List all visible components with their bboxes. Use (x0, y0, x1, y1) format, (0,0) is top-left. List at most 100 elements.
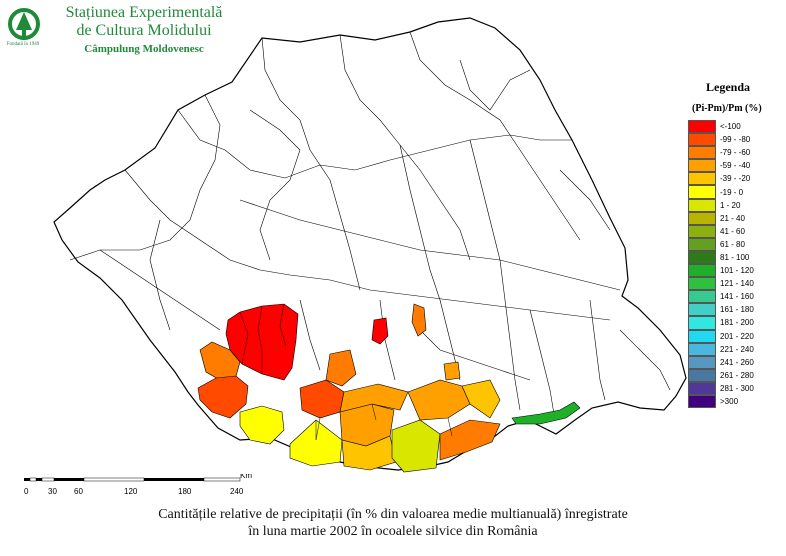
district-borders (69, 31, 671, 421)
scale-tick-240: 240 (230, 487, 244, 496)
legend-row: 1 - 20 (688, 198, 784, 212)
legend-label: 281 - 300 (720, 383, 754, 393)
legend-label: 161 - 180 (720, 305, 754, 315)
legend: Legenda (Pi-Pm)/Pm (%) <-100 -99 - -80 -79… (688, 80, 784, 409)
legend-swatch (688, 159, 716, 173)
legend-label: 201 - 220 (720, 331, 754, 341)
legend-row: 161 - 180 (688, 303, 784, 317)
legend-row: 101 - 120 (688, 264, 784, 278)
legend-label: 241 - 260 (720, 357, 754, 367)
legend-label: -19 - 0 (720, 187, 744, 197)
scale-tick-60: 60 (74, 487, 83, 496)
header-line-1: Stațiunea Experimentală (65, 4, 223, 21)
legend-swatch (688, 133, 716, 147)
scale-tick-0: 0 (24, 487, 29, 496)
district-east-c (461, 379, 501, 419)
legend-label: -39 - -20 (720, 174, 751, 184)
legend-swatch (688, 224, 716, 238)
legend-swatch (688, 250, 716, 265)
legend-subtitle: (Pi-Pm)/Pm (%) (692, 103, 762, 114)
legend-title: Legenda (706, 80, 751, 94)
legend-label: 221 - 240 (720, 344, 754, 354)
scale-tick-30: 30 (48, 487, 57, 496)
legend-swatch (688, 394, 716, 409)
caption-line-2: în luna martie 2002 în ocoalele silvice … (248, 524, 538, 539)
legend-row: 81 - 100 (688, 250, 784, 265)
legend-swatch (688, 146, 716, 160)
precipitation-districts (197, 303, 581, 473)
legend-row: 181 - 200 (688, 316, 784, 330)
legend-label: 141 - 160 (720, 292, 754, 302)
legend-row: 221 - 240 (688, 342, 784, 356)
legend-swatch (688, 185, 716, 199)
legend-label: 81 - 100 (720, 252, 750, 262)
legend-label: >300 (720, 397, 739, 407)
logo-tree-icon (8, 8, 40, 40)
legend-row: -59 - -40 (688, 159, 784, 173)
legend-row: -19 - 0 (688, 185, 784, 199)
legend-label: 21 - 40 (720, 213, 745, 223)
legend-row: 141 - 160 (688, 290, 784, 304)
district-west-a (199, 341, 241, 381)
scale-segments (24, 477, 241, 482)
legend-row: -79 - -60 (688, 146, 784, 160)
district-orange-small (411, 303, 427, 337)
legend-swatch (688, 264, 716, 278)
legend-row: -99 - -80 (688, 133, 784, 147)
legend-row: 41 - 60 (688, 224, 784, 238)
legend-swatch (688, 355, 716, 369)
legend-row: 21 - 40 (688, 211, 784, 225)
caption-line-1: Cantitățile relative de precipitații (în… (158, 507, 628, 522)
legend-label: -79 - -60 (720, 148, 751, 158)
legend-swatch (688, 198, 716, 212)
logo-caption: Fondată în 1949 (6, 42, 40, 47)
legend-swatch (688, 237, 716, 251)
legend-label: 121 - 140 (720, 279, 754, 289)
scale-tick-180: 180 (178, 487, 192, 496)
legend-row: 61 - 80 (688, 237, 784, 251)
district-yellow-sw (239, 405, 285, 445)
legend-label: -59 - -40 (720, 161, 751, 171)
legend-swatch (688, 172, 716, 186)
legend-row: 261 - 280 (688, 368, 784, 382)
legend-row: 201 - 220 (688, 329, 784, 343)
district-center-b (325, 349, 357, 387)
district-east-b (439, 419, 501, 461)
legend-swatch (688, 303, 716, 317)
legend-swatch (688, 120, 716, 134)
legend-row: 281 - 300 (688, 381, 784, 395)
district-east-yellow (443, 361, 461, 381)
legend-label: 101 - 120 (720, 266, 754, 276)
legend-row: 241 - 260 (688, 355, 784, 369)
legend-swatch (688, 277, 716, 291)
legend-label: 181 - 200 (720, 318, 754, 328)
colored-area-borders (239, 303, 453, 441)
legend-row: 121 - 140 (688, 277, 784, 291)
district-center-d (339, 383, 409, 413)
legend-label: 261 - 280 (720, 370, 754, 380)
district-red-small (371, 317, 389, 345)
legend-swatch (688, 368, 716, 382)
legend-label: 41 - 60 (720, 226, 745, 236)
institution-header: Stațiunea Experimentală de Cultura Molid… (44, 4, 244, 56)
legend-label: 1 - 20 (720, 200, 741, 210)
legend-swatch (688, 316, 716, 330)
legend-row: -39 - -20 (688, 172, 784, 186)
header-line-2: de Cultura Molidului (76, 22, 212, 39)
legend-items: <-100 -99 - -80 -79 - -60 -59 - -40 -39 - -2… (688, 120, 784, 409)
scale-bar: Km 0 30 60 120 180 240 (24, 474, 252, 496)
header-line-3: Câmpulung Moldovenesc (84, 43, 204, 55)
legend-row: <-100 (688, 120, 784, 134)
legend-swatch (688, 381, 716, 395)
legend-swatch (688, 290, 716, 304)
map-caption: Cantitățile relative de precipitații (în… (60, 506, 726, 540)
district-danube-green (511, 401, 581, 425)
scale-tick-120: 120 (124, 487, 138, 496)
legend-label: 61 - 80 (720, 239, 745, 249)
legend-label: -99 - -80 (720, 135, 751, 145)
legend-label: <-100 (720, 122, 741, 132)
legend-row: >300 (688, 394, 784, 409)
legend-swatch (688, 211, 716, 225)
scale-unit: Km (240, 474, 252, 480)
